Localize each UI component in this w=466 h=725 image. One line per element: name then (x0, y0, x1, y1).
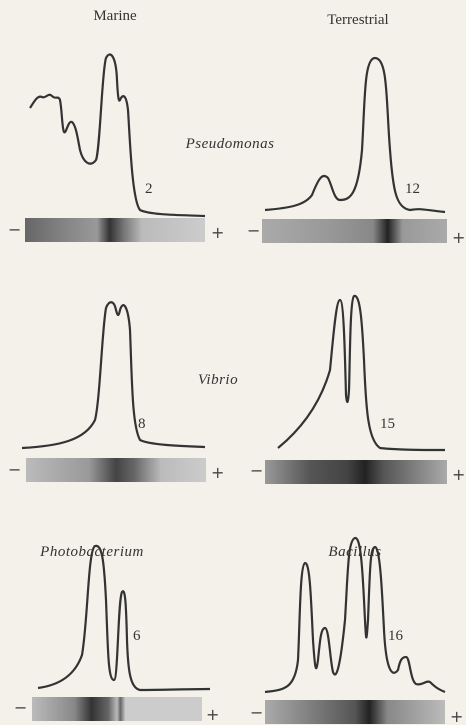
minus-sign: − (250, 703, 263, 722)
trace (264, 56, 446, 214)
gel-strip (265, 460, 447, 484)
trace-label: 15 (380, 416, 395, 432)
plus-sign: + (452, 465, 465, 484)
trace-label: 8 (138, 416, 146, 432)
plus-sign: + (452, 228, 465, 247)
gel-strip (262, 219, 447, 243)
minus-sign: − (247, 221, 260, 240)
trace (277, 294, 446, 452)
gel-strip (265, 700, 445, 724)
trace-label: 16 (388, 628, 404, 644)
trace (37, 544, 211, 692)
minus-sign: − (14, 698, 27, 717)
gel-strip (26, 458, 206, 482)
genus-label: Vibrio (198, 372, 238, 388)
minus-sign: − (8, 460, 21, 479)
plus-sign: + (206, 705, 219, 724)
genus-label: Photobacterium (39, 544, 144, 560)
column-header: Marine (93, 8, 137, 24)
trace (29, 53, 206, 218)
genus-label: Bacillus (328, 544, 381, 560)
plus-sign: + (450, 707, 463, 725)
gel-strip (32, 697, 202, 721)
minus-sign: − (8, 220, 21, 239)
plus-sign: + (211, 223, 224, 242)
trace (264, 536, 446, 694)
trace (21, 301, 206, 450)
trace-label: 12 (405, 181, 420, 197)
plus-sign: + (211, 463, 224, 482)
genus-label: Pseudomonas (185, 136, 275, 152)
column-header: Terrestrial (327, 12, 388, 28)
trace-label: 6 (133, 628, 141, 644)
gel-strip (25, 218, 205, 242)
trace-label: 2 (145, 181, 153, 197)
minus-sign: − (250, 461, 263, 480)
